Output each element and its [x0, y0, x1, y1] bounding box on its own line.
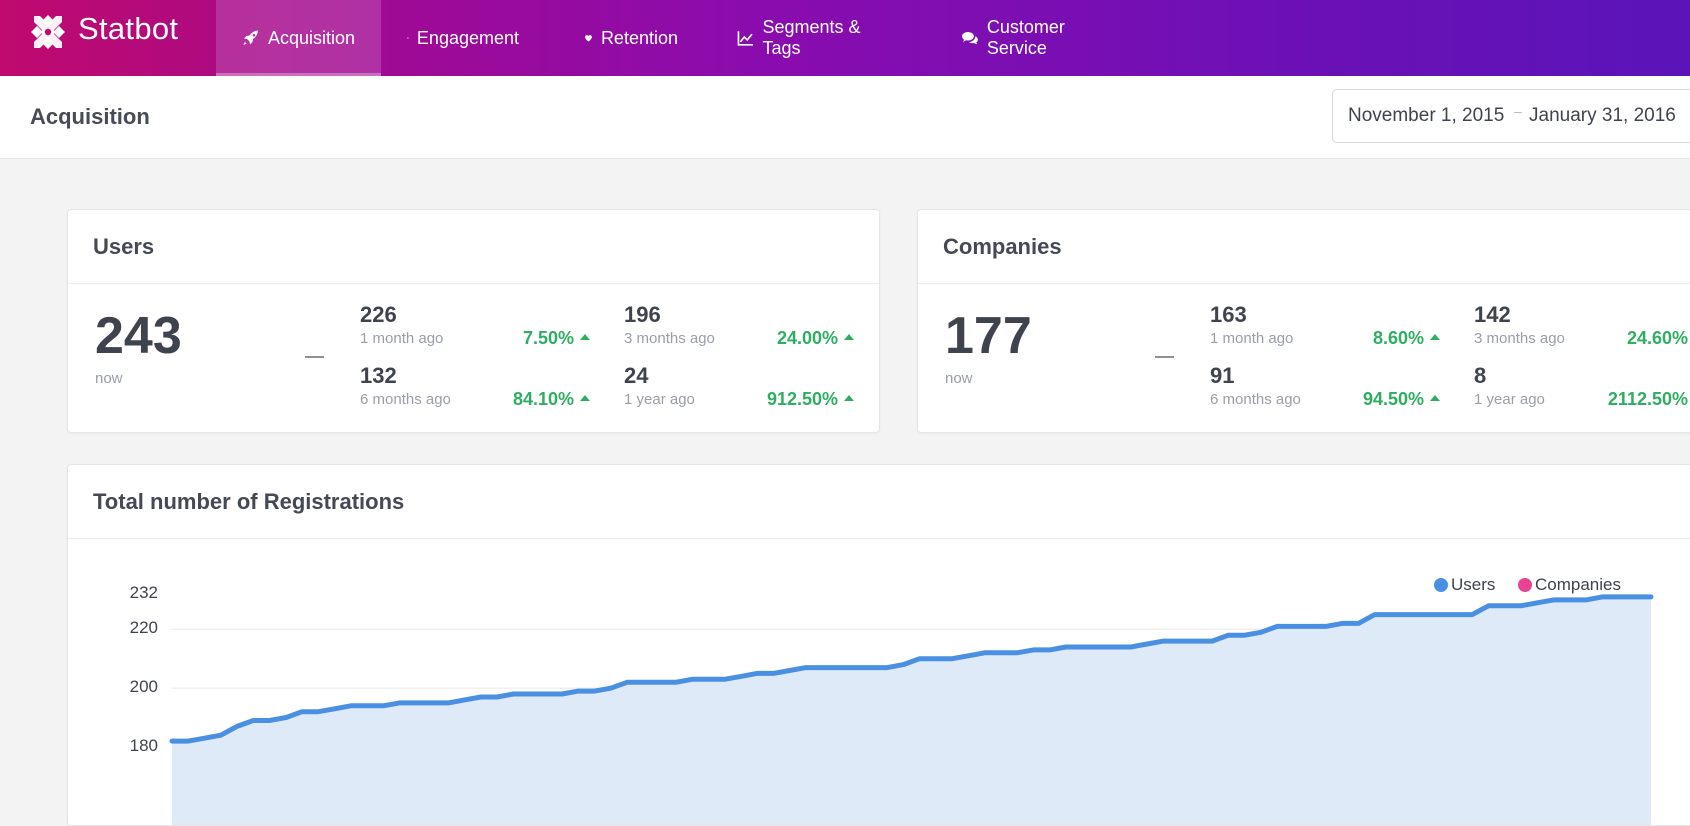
- stat-value: 24: [624, 363, 649, 388]
- card-header: Companies: [918, 210, 1690, 284]
- up-arrow-icon: [844, 395, 854, 402]
- stat-label: 1 year ago: [1474, 391, 1545, 408]
- stat-value: 196: [624, 302, 661, 327]
- stat-change: 24.60%: [1627, 328, 1690, 349]
- card-title: Companies: [943, 234, 1062, 259]
- nav-label: Retention: [600, 27, 678, 48]
- date-start[interactable]: November 1, 2015: [1348, 105, 1505, 126]
- chat-bubbles-icon: [961, 32, 978, 45]
- nav-item-engagement[interactable]: Engagement: [381, 0, 545, 76]
- stat-change: 24.00%: [777, 328, 854, 349]
- nav-label: Customer Service: [986, 17, 1065, 58]
- stat-change: 84.10%: [513, 389, 590, 410]
- nav-label: Acquisition: [267, 27, 355, 48]
- registrations-card: Total number of Registrations Users Comp…: [67, 464, 1690, 826]
- line-chart-icon: [737, 31, 754, 46]
- top-navigation: Statbot Acquisition Engagement Retention…: [0, 0, 1690, 76]
- stat-change-value: 24.00%: [776, 328, 838, 348]
- legend-dot: [1518, 578, 1532, 592]
- stat-change-value: 7.50%: [522, 328, 574, 348]
- stat-value: 8: [1474, 363, 1487, 388]
- stat-change-value: 94.50%: [1362, 389, 1424, 409]
- users-now-label: now: [95, 370, 123, 387]
- nav-item-segments-tags[interactable]: Segments & Tags: [711, 0, 925, 76]
- nav-label: Segments & Tags: [762, 17, 861, 58]
- nav-item-acquisition[interactable]: Acquisition: [216, 0, 381, 76]
- stat-change-value: 912.50%: [766, 389, 838, 409]
- stat-value: 142: [1474, 302, 1511, 327]
- legend-item-companies[interactable]: Companies: [1518, 575, 1621, 595]
- stat-label: 3 months ago: [624, 330, 715, 347]
- companies-card: Companies 177 now 163 1 month ago 8.60% …: [917, 209, 1690, 433]
- date-range-picker[interactable]: November 1, 2015 – January 31, 2016: [1332, 89, 1690, 143]
- divider-dash: [1155, 356, 1174, 358]
- stat-change-value: 24.60%: [1626, 328, 1688, 348]
- companies-now-value: 177: [945, 307, 1032, 365]
- heart-icon: [584, 35, 592, 42]
- nav-label: Engagement: [416, 27, 519, 48]
- series-line-users[interactable]: [169, 594, 1654, 744]
- up-arrow-icon: [580, 395, 590, 402]
- y-tick-label: 180: [129, 736, 158, 755]
- date-separator: –: [1514, 103, 1522, 119]
- companies-now-label: now: [945, 370, 973, 387]
- legend-dot: [1434, 578, 1448, 592]
- stat-label: 1 month ago: [1210, 330, 1294, 347]
- series-area-users: [172, 596, 1651, 825]
- stat-label: 1 year ago: [624, 391, 695, 408]
- card-header: Total number of Registrations: [68, 465, 1690, 539]
- up-arrow-icon: [1430, 334, 1440, 341]
- up-arrow-icon: [580, 334, 590, 341]
- y-tick-label: 232: [129, 583, 158, 602]
- brand[interactable]: Statbot: [0, 0, 216, 76]
- stat-label: 6 months ago: [360, 391, 451, 408]
- chart-title: Total number of Registrations: [93, 489, 405, 514]
- up-arrow-icon: [844, 334, 854, 341]
- star-icon: [407, 37, 409, 39]
- stat-change: 94.50%: [1363, 389, 1440, 410]
- stat-value: 132: [360, 363, 397, 388]
- stat-change: 8.60%: [1373, 328, 1440, 349]
- legend-item-users[interactable]: Users: [1434, 575, 1495, 595]
- registrations-chart: [169, 594, 1654, 825]
- stat-label: 6 months ago: [1210, 391, 1301, 408]
- nav-item-retention[interactable]: Retention: [558, 0, 704, 76]
- brand-name: Statbot: [78, 11, 179, 46]
- stat-change-value: 2112.50%: [1607, 389, 1688, 409]
- y-tick-label: 220: [129, 618, 158, 638]
- stat-label: 1 month ago: [360, 330, 444, 347]
- stat-label: 3 months ago: [1474, 330, 1565, 347]
- legend-label: Users: [1451, 575, 1496, 594]
- users-card: Users 243 now 226 1 month ago 7.50% 196 …: [67, 209, 880, 433]
- page-header: Acquisition November 1, 2015 – January 3…: [0, 76, 1690, 159]
- rocket-icon: [243, 30, 259, 45]
- stat-value: 226: [360, 302, 397, 327]
- stat-change: 7.50%: [523, 328, 590, 349]
- up-arrow-icon: [1430, 395, 1440, 402]
- nav-item-customer-service[interactable]: Customer Service: [935, 0, 1155, 76]
- statbot-logo-icon: [31, 15, 65, 49]
- stat-value: 163: [1210, 302, 1247, 327]
- page-title: Acquisition: [30, 104, 150, 129]
- card-title: Users: [93, 234, 155, 259]
- legend-label: Companies: [1535, 575, 1621, 594]
- users-now-value: 243: [95, 307, 182, 365]
- stat-value: 91: [1210, 363, 1235, 388]
- stat-change-value: 84.10%: [512, 389, 574, 409]
- stat-change: 912.50%: [767, 389, 854, 410]
- divider-dash: [305, 356, 324, 358]
- stat-change-value: 8.60%: [1372, 328, 1424, 348]
- stat-change: 2112.50%: [1608, 389, 1690, 410]
- card-header: Users: [68, 210, 879, 284]
- date-end[interactable]: January 31, 2016: [1529, 105, 1676, 126]
- y-tick-label: 200: [129, 677, 158, 697]
